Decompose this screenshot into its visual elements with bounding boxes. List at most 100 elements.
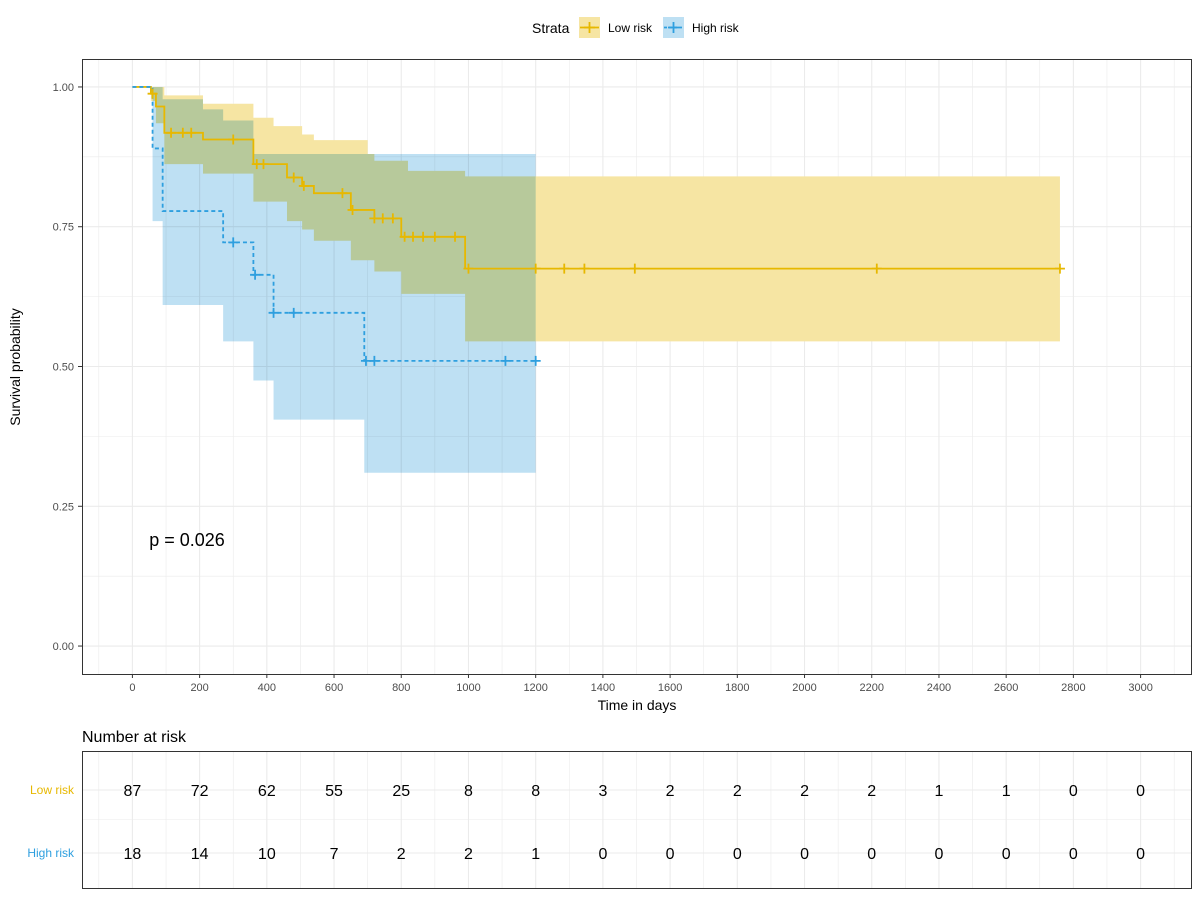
risk-cell: 0 <box>598 846 607 863</box>
censor-mark <box>347 204 358 215</box>
censor-mark <box>228 134 239 145</box>
y-tick-label: 1.00 <box>53 82 74 94</box>
risk-table-title: Number at risk <box>82 729 187 746</box>
x-tick-label: 1200 <box>523 682 547 694</box>
censor-mark <box>871 263 882 274</box>
risk-cell: 0 <box>1069 846 1078 863</box>
risk-cell: 72 <box>191 783 209 800</box>
risk-table-row-labels: Low risk High risk <box>27 783 75 860</box>
censor-mark <box>429 231 440 242</box>
risk-cell: 18 <box>124 846 142 863</box>
censor-mark <box>288 172 299 183</box>
risk-cell: 0 <box>935 846 944 863</box>
censor-mark <box>369 355 380 366</box>
x-axis: 0 200 400 600 800 1000 1200 1400 1600 1800 2000 220… <box>129 674 1153 694</box>
censor-mark <box>559 263 570 274</box>
risk-cell: 62 <box>258 783 276 800</box>
risk-cell: 2 <box>800 783 809 800</box>
x-tick-label: 1000 <box>456 682 480 694</box>
x-tick-label: 1400 <box>591 682 615 694</box>
risk-cell: 0 <box>1136 846 1145 863</box>
censor-mark <box>186 127 197 138</box>
x-tick-label: 2200 <box>860 682 884 694</box>
censor-mark <box>258 159 269 170</box>
censor-marks <box>147 88 1065 366</box>
x-tick-label: 800 <box>392 682 410 694</box>
censor-mark <box>408 231 419 242</box>
censor-mark <box>250 269 261 280</box>
risk-cell: 10 <box>258 846 276 863</box>
risk-cell: 25 <box>392 783 410 800</box>
x-tick-label: 2600 <box>994 682 1018 694</box>
risk-table-grid <box>82 751 1191 888</box>
censor-mark <box>579 263 590 274</box>
confidence-bands <box>132 86 1060 473</box>
censor-mark <box>387 213 398 224</box>
censor-mark <box>530 263 541 274</box>
x-tick-label: 0 <box>129 682 135 694</box>
risk-cell: 2 <box>733 783 742 800</box>
risk-cell: 1 <box>935 783 944 800</box>
censor-mark <box>268 307 279 318</box>
risk-cell: 7 <box>330 846 339 863</box>
risk-cell: 0 <box>800 846 809 863</box>
x-tick-label: 1800 <box>725 682 749 694</box>
y-axis-title: Survival probability <box>7 308 23 426</box>
risk-cell: 2 <box>666 783 675 800</box>
censor-mark <box>530 355 541 366</box>
survival-plot-panel: p = 0.026 <box>82 59 1192 675</box>
ci-band-high-risk <box>132 86 536 473</box>
legend-label-low-risk: Low risk <box>608 21 653 35</box>
risk-table-border <box>82 751 1192 889</box>
x-tick-label: 3000 <box>1128 682 1152 694</box>
x-tick-label: 1600 <box>658 682 682 694</box>
censor-mark <box>166 127 177 138</box>
x-tick-label: 2800 <box>1061 682 1085 694</box>
censor-mark <box>418 231 429 242</box>
legend: Strata Low risk High risk <box>532 17 740 38</box>
risk-cell: 0 <box>1069 783 1078 800</box>
censor-mark <box>629 263 640 274</box>
risk-cell: 87 <box>124 783 142 800</box>
x-tick-label: 2400 <box>927 682 951 694</box>
legend-label-high-risk: High risk <box>692 21 740 35</box>
legend-title: Strata <box>532 20 570 36</box>
legend-item-low-risk: Low risk <box>579 17 653 38</box>
censor-mark <box>369 213 380 224</box>
risk-cell: 55 <box>325 783 343 800</box>
risk-row-label-low-risk: Low risk <box>30 783 75 797</box>
censor-mark <box>377 213 388 224</box>
risk-cell: 1 <box>1002 783 1011 800</box>
censor-mark <box>228 237 239 248</box>
risk-row-label-high-risk: High risk <box>27 846 75 860</box>
y-tick-label: 0.00 <box>53 641 74 653</box>
risk-cell: 2 <box>867 783 876 800</box>
censor-mark <box>147 88 158 99</box>
risk-cell: 0 <box>1136 783 1145 800</box>
plot-panel-border <box>82 59 1192 675</box>
censor-mark <box>177 127 188 138</box>
legend-cross-low-risk <box>584 22 595 33</box>
risk-cell: 2 <box>464 846 473 863</box>
risk-cell: 0 <box>1002 846 1011 863</box>
risk-cell: 14 <box>191 846 209 863</box>
x-tick-label: 2000 <box>792 682 816 694</box>
risk-cell: 3 <box>598 783 607 800</box>
survival-curve-high-risk <box>132 86 536 362</box>
risk-cell: 0 <box>666 846 675 863</box>
risk-table-cells: 87 72 62 55 25 8 8 3 2 2 2 2 1 1 0 018 14 10 7 2 2 1 0 0 0 0 0 0 0 0 0 <box>124 783 1146 863</box>
censor-mark <box>1054 263 1065 274</box>
risk-cell: 0 <box>733 846 742 863</box>
x-tick-label: 200 <box>190 682 208 694</box>
y-axis: 0.00 0.25 0.50 0.75 1.00 <box>53 82 82 653</box>
risk-cell: 8 <box>531 783 540 800</box>
censor-mark <box>337 188 348 199</box>
censor-mark <box>450 231 461 242</box>
legend-cross-high-risk <box>668 22 679 33</box>
x-axis-title: Time in days <box>598 697 677 713</box>
censor-mark <box>500 355 511 366</box>
y-tick-label: 0.50 <box>53 362 74 374</box>
censor-mark <box>298 180 309 191</box>
